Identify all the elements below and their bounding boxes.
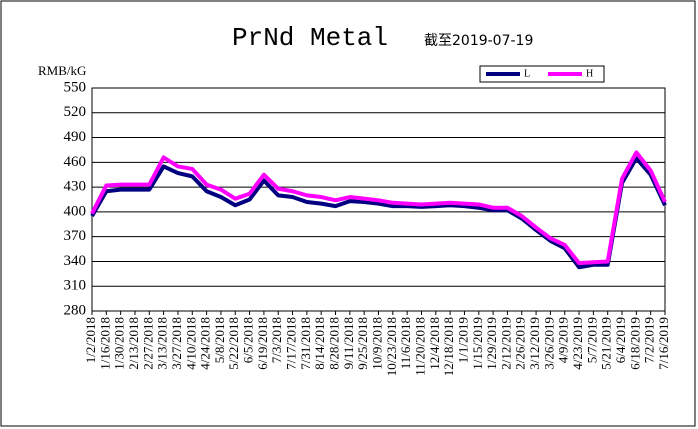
y-tick-label: 520 [64,104,87,120]
chart-subtitle: 截至2019-07-19 [424,33,533,49]
x-tick-label: 5/22/2018 [226,317,241,370]
y-tick-label: 340 [64,253,87,269]
x-tick-label: 7/17/2018 [284,317,299,370]
x-tick-label: 11/6/2018 [398,317,413,369]
x-tick-label: 8/28/2018 [327,317,342,370]
x-tick-label: 2/13/2018 [126,317,141,370]
legend-label: L [524,68,530,79]
y-tick-label: 370 [64,228,87,244]
y-axis-label: RMB/kG [38,63,86,78]
legend-label: H [586,68,593,79]
x-tick-label: 1/2/2018 [83,317,98,363]
x-tick-label: 4/10/2018 [183,317,198,370]
legend-box [479,65,605,83]
x-tick-label: 4/24/2018 [198,317,213,370]
x-tick-label: 1/30/2018 [112,317,127,370]
x-tick-label: 2/12/2019 [498,317,513,370]
y-tick-label: 550 [64,79,87,95]
y-tick-label: 460 [64,154,87,170]
x-tick-label: 7/16/2019 [656,317,671,370]
x-tick-label: 3/12/2019 [527,317,542,370]
series-line [90,156,667,270]
x-tick-label: 11/20/2018 [412,317,427,376]
x-tick-label: 7/2/2019 [642,317,657,363]
x-tick-label: 3/13/2018 [155,317,170,370]
x-tick-label: 6/18/2019 [627,317,642,370]
x-tick-label: 4/9/2019 [556,317,571,363]
y-tick-label: 280 [64,302,87,318]
series-line [90,150,667,266]
x-tick-label: 12/4/2018 [427,317,442,370]
x-tick-label: 5/7/2019 [584,317,599,363]
x-tick-label: 8/14/2018 [312,317,327,370]
x-tick-label: 10/23/2018 [384,317,399,376]
y-tick-label: 490 [64,129,87,145]
x-tick-label: 10/9/2018 [369,317,384,370]
x-tick-label: 1/15/2019 [470,317,485,370]
x-tick-label: 12/18/2018 [441,317,456,376]
x-tick-label: 9/11/2018 [341,317,356,369]
x-tick-label: 2/27/2018 [140,317,155,370]
x-tick-label: 2/26/2019 [513,317,528,370]
x-tick-label: 7/3/2018 [269,317,284,363]
chart-title: PrNd Metal [232,23,388,53]
x-tick-label: 4/23/2019 [570,317,585,370]
x-tick-label: 3/26/2019 [541,317,556,370]
x-tick-label: 7/31/2018 [298,317,313,370]
x-tick-label: 5/21/2019 [599,317,614,370]
x-tick-label: 1/16/2018 [97,317,112,370]
x-tick-label: 6/4/2019 [613,317,628,363]
y-tick-label: 400 [64,203,87,219]
x-tick-label: 1/1/2019 [455,317,470,363]
x-tick-label: 6/5/2018 [241,317,256,363]
x-tick-label: 5/8/2018 [212,317,227,363]
x-tick-label: 3/27/2018 [169,317,184,370]
y-tick-label: 310 [64,278,87,294]
x-tick-label: 1/29/2019 [484,317,499,370]
x-tick-label: 6/19/2018 [255,317,270,370]
y-tick-label: 430 [64,179,87,195]
x-tick-label: 9/25/2018 [355,317,370,370]
